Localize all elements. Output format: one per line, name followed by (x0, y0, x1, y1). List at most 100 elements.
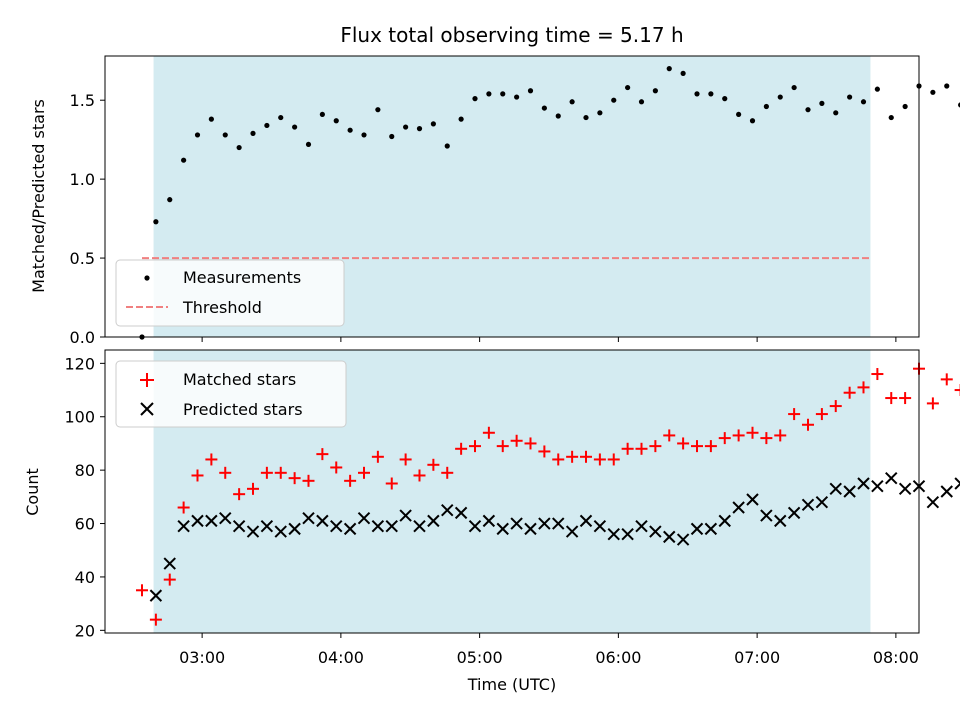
predicted-star-point-36 (649, 525, 662, 538)
predicted-star-point-42 (732, 501, 745, 514)
measurement-point-14 (333, 118, 339, 124)
matched-star-point-22 (441, 466, 454, 479)
predicted-star-point-7 (246, 525, 260, 538)
ratio-x-ticks (201, 337, 897, 342)
matched-star-point-39 (677, 437, 690, 450)
measurement-point-18 (389, 133, 395, 140)
matched-star-point-45 (760, 432, 773, 445)
measurement-point-40 (694, 91, 700, 97)
measurement-point-24 (472, 96, 478, 102)
matched-star-point-23 (455, 442, 468, 455)
measurement-point-32 (583, 114, 589, 121)
matched-star-point-30 (552, 453, 565, 466)
matched-star-point-24 (469, 440, 481, 453)
matched-star-point-50 (829, 400, 842, 413)
matched-star-point-4 (191, 469, 204, 482)
matched-star-point-44 (746, 426, 759, 439)
predicted-star-point-57 (940, 485, 953, 498)
predicted-star-point-52 (871, 479, 884, 493)
matched-star-point-49 (815, 408, 828, 421)
measurement-point-16 (361, 132, 367, 138)
matched-star-point-55 (899, 392, 912, 405)
ratio-y-tick-label-3: 1.5 (70, 91, 95, 110)
predicted-star-point-3 (191, 514, 204, 528)
ratio-legend-box (115, 259, 345, 327)
predicted-star-point-41 (718, 514, 731, 528)
count-legend-box (115, 360, 347, 428)
count-y-tick-label-0: 20 (75, 621, 95, 640)
matched-star-point-36 (635, 442, 648, 455)
matched-star-point-29 (538, 445, 551, 458)
measurement-point-39 (680, 70, 686, 76)
matched-star-point-15 (344, 474, 357, 487)
predicted-star-point-21 (441, 503, 454, 517)
measurement-point-7 (236, 144, 242, 151)
measurement-point-38 (666, 66, 672, 72)
matched-star-point-41 (704, 440, 717, 453)
measurement-point-5 (208, 116, 214, 122)
matched-star-point-48 (802, 418, 814, 431)
x-axis-title: Time (UTC) (467, 675, 556, 694)
predicted-star-point-9 (274, 525, 287, 538)
predicted-star-point-34 (621, 528, 634, 541)
measurement-point-23 (458, 116, 464, 122)
legend-label-measurements: Measurements (183, 268, 301, 287)
matched-star-point-58 (940, 373, 953, 386)
predicted-star-point-16 (371, 520, 385, 533)
matched-star-point-59 (954, 384, 960, 397)
count-x-ticks: 03:00 04:00 05:00 06:00 07:00 08:00 (179, 633, 919, 667)
predicted-star-point-32 (593, 520, 607, 533)
matched-star-point-14 (330, 461, 343, 474)
matched-star-point-53 (871, 368, 884, 381)
measurement-point-43 (736, 111, 742, 118)
matched-star-point-35 (621, 442, 634, 455)
matched-star-point-20 (413, 469, 426, 482)
matched-star-point-8 (247, 482, 259, 495)
matched-star-point-18 (385, 477, 398, 490)
predicted-star-point-23 (468, 520, 482, 533)
measurement-point-47 (791, 84, 797, 91)
predicted-star-point-15 (357, 511, 371, 525)
predicted-star-point-47 (801, 498, 815, 512)
predicted-star-point-0 (149, 589, 163, 602)
count-x-tick-label-1: 04:00 (318, 648, 364, 667)
figure-title: Flux total observing time = 5.17 h (340, 23, 683, 47)
measurement-point-4 (194, 132, 201, 138)
measurement-point-8 (250, 130, 256, 136)
predicted-star-point-31 (579, 514, 593, 528)
predicted-star-point-37 (663, 530, 676, 544)
predicted-star-point-4 (205, 514, 218, 528)
matched-star-point-54 (885, 392, 898, 405)
matched-star-point-40 (691, 440, 703, 453)
matched-star-point-13 (316, 448, 329, 461)
predicted-star-point-25 (496, 522, 509, 536)
measurement-point-33 (597, 110, 603, 116)
count-y-tick-label-1: 40 (75, 568, 95, 587)
predicted-star-point-51 (857, 477, 870, 490)
measurement-point-19 (403, 124, 409, 130)
matched-star-point-47 (788, 408, 801, 421)
predicted-star-point-54 (898, 482, 912, 496)
legend-label-threshold: Threshold (182, 298, 262, 317)
matched-star-point-12 (302, 474, 315, 487)
matched-star-point-5 (205, 453, 218, 466)
matched-star-point-10 (274, 466, 287, 479)
measurement-point-21 (430, 121, 436, 127)
ratio-y-axis-title: Matched/Predicted stars (29, 99, 48, 293)
predicted-star-point-8 (260, 520, 274, 533)
matched-star-point-25 (482, 426, 495, 439)
legend-marker-predicted (140, 402, 154, 416)
count-x-tick-label-0: 03:00 (179, 648, 225, 667)
predicted-star-point-39 (690, 522, 704, 536)
legend-label-predicted: Predicted stars (183, 400, 303, 419)
count-axes-frame (104, 349, 920, 634)
measurement-point-11 (292, 124, 298, 130)
predicted-star-point-43 (746, 493, 759, 506)
predicted-star-point-30 (565, 525, 579, 538)
predicted-star-point-33 (607, 528, 620, 541)
count-points (136, 362, 960, 626)
predicted-star-point-35 (635, 520, 648, 533)
matched-star-point-37 (649, 440, 662, 453)
matched-star-point-42 (718, 432, 731, 445)
measurement-point-31 (569, 99, 575, 105)
